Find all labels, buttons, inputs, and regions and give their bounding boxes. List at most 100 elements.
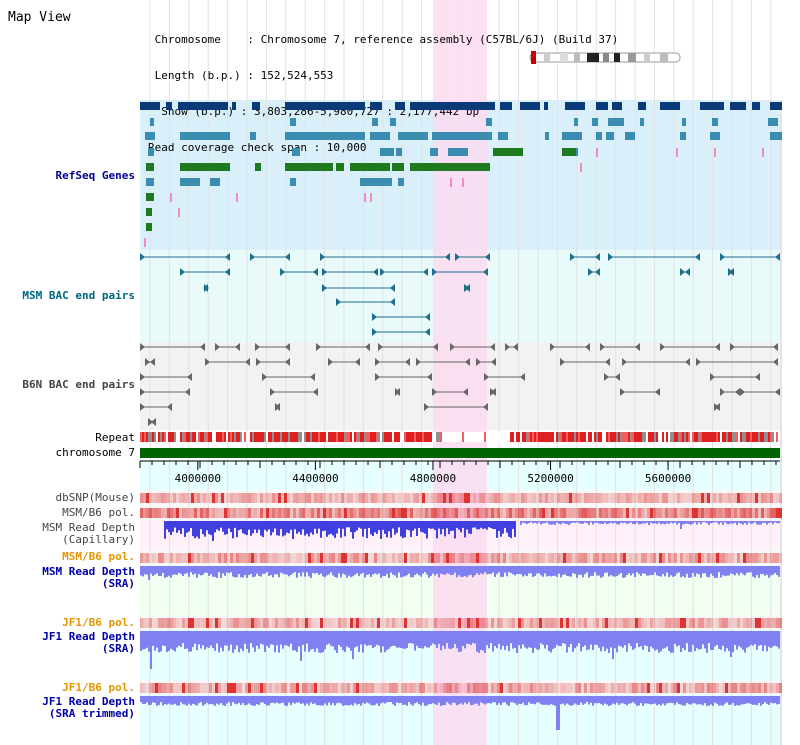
track-label-msm_bac[interactable]: MSM BAC end pairs (22, 289, 135, 302)
depth-bar (204, 631, 206, 650)
gene-mark (565, 102, 585, 110)
depth-bar (190, 566, 192, 573)
depth-bar (712, 696, 714, 706)
heat-mark (683, 493, 686, 503)
depth-bar (224, 696, 226, 706)
heat-mark (233, 493, 236, 503)
depth-bar (742, 521, 744, 525)
depth-bar (440, 521, 442, 535)
repeat-mark (594, 432, 596, 442)
track-label-refseq[interactable]: RefSeq Genes (55, 169, 135, 182)
depth-bar (218, 566, 220, 573)
depth-bar (434, 631, 436, 645)
repeat-mark (688, 432, 690, 442)
repeat-mark (592, 432, 594, 442)
bac-end-mark (491, 358, 496, 366)
heat-mark (698, 553, 701, 563)
heat-mark (395, 508, 398, 518)
depth-bar (244, 521, 246, 535)
depth-bar (726, 521, 728, 524)
heat-mark (140, 508, 143, 518)
track-label-msm_pol1[interactable]: MSM/B6 pol. (62, 506, 135, 519)
track-label-dbsnp[interactable]: dbSNP(Mouse) (55, 491, 135, 504)
depth-bar (336, 696, 338, 704)
heat-mark (311, 683, 314, 693)
track-label-msm_sra[interactable]: MSM Read Depth (SRA) (42, 565, 135, 590)
depth-bar (280, 696, 282, 704)
heat-mark (743, 618, 746, 628)
depth-bar (214, 521, 216, 533)
depth-bar (508, 566, 510, 573)
heat-mark (518, 493, 521, 503)
depth-bar (352, 521, 354, 539)
heat-mark (197, 493, 200, 503)
track-label-jf1_trim[interactable]: JF1 Read Depth (SRA trimmed) (42, 695, 135, 720)
track-label-msm_cap[interactable]: MSM Read Depth (Capillary) (42, 521, 135, 546)
depth-bar (480, 566, 482, 574)
heat-mark (728, 683, 731, 693)
depth-bar (502, 521, 504, 534)
depth-bar (536, 566, 538, 574)
heat-mark (776, 493, 779, 503)
depth-bar (200, 521, 202, 530)
heat-mark (263, 683, 266, 693)
heat-mark (644, 553, 647, 563)
heat-mark (224, 553, 227, 563)
track-label-jf1_sra[interactable]: JF1 Read Depth (SRA) (42, 630, 135, 655)
heat-mark (149, 618, 152, 628)
repeat-mark (254, 432, 256, 442)
repeat-mark (508, 432, 510, 442)
heat-mark (620, 618, 623, 628)
track-label-jf1_pol2[interactable]: JF1/B6 pol. (62, 681, 135, 694)
depth-bar (586, 696, 588, 703)
repeat-mark (684, 432, 686, 442)
heat-mark (161, 683, 164, 693)
depth-bar (168, 696, 170, 704)
heat-mark (467, 618, 470, 628)
depth-bar (562, 521, 564, 523)
track-label-msm_pol2[interactable]: MSM/B6 pol. (62, 550, 135, 563)
track-label-repeat[interactable]: Repeat (95, 431, 135, 444)
depth-bar (692, 631, 694, 645)
depth-bar (180, 521, 182, 534)
repeat-mark (628, 432, 630, 442)
track-label-chrom[interactable]: chromosome 7 (55, 446, 135, 459)
depth-bar (616, 521, 618, 525)
depth-bar (590, 631, 592, 645)
depth-bar (662, 631, 664, 649)
depth-bar (446, 521, 448, 529)
heat-mark (572, 493, 575, 503)
heat-mark (359, 683, 362, 693)
heat-mark (500, 508, 503, 518)
heat-mark (464, 553, 467, 563)
repeat-mark (482, 432, 484, 442)
heat-mark (302, 618, 305, 628)
repeat-mark (648, 432, 650, 442)
bac-end-mark (275, 403, 280, 411)
track-label-jf1_pol1[interactable]: JF1/B6 pol. (62, 616, 135, 629)
depth-bar (660, 521, 662, 525)
depth-bar (616, 566, 618, 577)
heat-mark (509, 508, 512, 518)
track-label-b6n_bac[interactable]: B6N BAC end pairs (22, 378, 135, 391)
depth-bar (466, 696, 468, 705)
depth-bar (520, 566, 522, 575)
repeat-mark (756, 432, 758, 442)
depth-bar (284, 631, 286, 646)
heat-mark (482, 683, 485, 693)
depth-bar (384, 521, 386, 534)
heat-mark (452, 683, 455, 693)
heat-mark (260, 683, 263, 693)
bac-end-mark (615, 373, 620, 381)
depth-bar (596, 696, 598, 704)
heat-mark (704, 508, 707, 518)
depth-bar (154, 631, 156, 651)
heat-mark (446, 618, 449, 628)
depth-bar (608, 696, 610, 706)
depth-bar (746, 521, 748, 525)
depth-bar (498, 521, 500, 531)
heat-mark (239, 508, 242, 518)
depth-bar (508, 696, 510, 706)
